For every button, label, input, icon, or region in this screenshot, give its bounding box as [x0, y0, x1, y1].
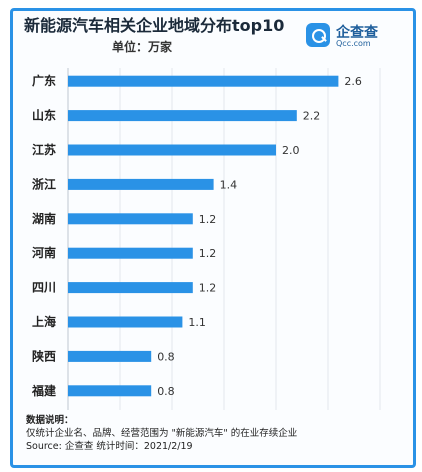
- data-notes: 数据说明： 仅统计企业名、品牌、经营范围为 "新能源汽车" 的在业存续企业 So…: [26, 414, 297, 453]
- notes-heading: 数据说明：: [26, 415, 74, 426]
- qichacha-logo: 企查查 Qcc.com: [306, 22, 406, 52]
- category-label: 山东: [32, 108, 56, 123]
- value-label: 0.8: [157, 350, 175, 363]
- category-label: 陕西: [32, 348, 56, 363]
- logo-name: 企查查: [336, 25, 378, 41]
- value-label: 0.8: [157, 385, 175, 398]
- notes-description: 仅统计企业名、品牌、经营范围为 "新能源汽车" 的在业存续企业: [26, 428, 298, 439]
- value-label: 2.0: [282, 144, 300, 157]
- unit-label: 单位：万家: [112, 40, 173, 54]
- value-label: 1.4: [220, 178, 238, 191]
- bar: [68, 75, 339, 87]
- bar: [68, 247, 193, 259]
- bar: [68, 282, 193, 294]
- category-label: 江苏: [32, 142, 56, 157]
- value-label: 1.2: [199, 213, 217, 226]
- bar: [68, 178, 214, 190]
- value-label: 1.1: [188, 316, 206, 329]
- logo-sub: Qcc.com: [336, 39, 371, 48]
- category-label: 广东: [32, 73, 56, 88]
- value-label: 2.6: [344, 75, 362, 88]
- category-label: 河南: [31, 245, 56, 260]
- category-label: 福建: [31, 383, 57, 398]
- value-label: 1.2: [199, 282, 217, 295]
- value-label: 2.2: [303, 110, 321, 123]
- category-label: 上海: [32, 314, 56, 329]
- bar: [68, 385, 152, 397]
- bar: [68, 110, 297, 122]
- category-label: 四川: [32, 281, 56, 295]
- value-label: 1.2: [199, 247, 217, 260]
- bar: [68, 350, 152, 362]
- category-label: 浙江: [32, 176, 56, 191]
- bar: [68, 144, 276, 156]
- chart-title: 新能源汽车相关企业地域分布top10: [24, 16, 285, 35]
- bar: [68, 213, 193, 225]
- magnifier-icon: [306, 23, 330, 47]
- notes-source: Source: 企查查 统计时间：2021/2/19: [26, 441, 193, 452]
- bar: [68, 316, 183, 328]
- category-label: 湖南: [32, 211, 56, 226]
